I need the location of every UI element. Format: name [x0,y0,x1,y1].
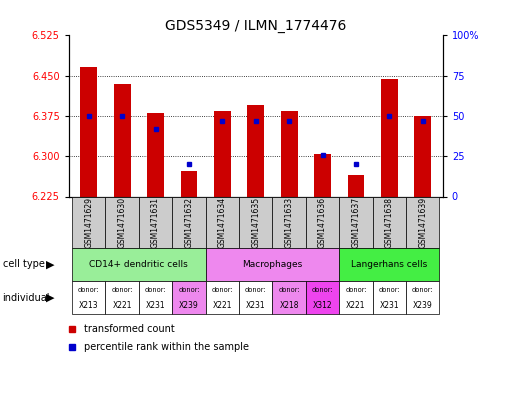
Bar [272,281,306,314]
Bar [373,281,406,314]
Bar [72,248,206,281]
Bar [105,196,139,248]
Bar [206,196,239,248]
Text: GSM1471634: GSM1471634 [218,196,227,248]
Text: Langerhans cells: Langerhans cells [351,260,428,269]
Bar [114,84,130,196]
Text: X239: X239 [179,301,199,310]
Text: Macrophages: Macrophages [242,260,302,269]
Text: donor:: donor: [345,287,367,293]
Bar [105,281,139,314]
Text: GSM1471635: GSM1471635 [251,196,260,248]
Text: GSM1471629: GSM1471629 [84,196,93,248]
Bar [272,196,306,248]
Text: donor:: donor: [178,287,200,293]
Text: X312: X312 [313,301,332,310]
Bar [139,196,172,248]
Text: donor:: donor: [78,287,100,293]
Bar [181,171,197,196]
Title: GDS5349 / ILMN_1774476: GDS5349 / ILMN_1774476 [165,19,347,33]
Text: donor:: donor: [145,287,166,293]
Bar [214,110,231,196]
Text: X221: X221 [112,301,132,310]
Text: donor:: donor: [245,287,267,293]
Text: individual: individual [3,293,50,303]
Text: GSM1471630: GSM1471630 [118,196,127,248]
Text: X221: X221 [346,301,366,310]
Text: GSM1471636: GSM1471636 [318,196,327,248]
Text: GSM1471631: GSM1471631 [151,196,160,248]
Text: X213: X213 [79,301,99,310]
Text: donor:: donor: [379,287,400,293]
Text: ▶: ▶ [46,259,54,269]
Text: donor:: donor: [111,287,133,293]
Bar [72,281,105,314]
Bar [348,175,364,196]
Text: transformed count: transformed count [83,324,175,334]
Text: cell type: cell type [3,259,44,269]
Text: GSM1471633: GSM1471633 [285,196,294,248]
Text: donor:: donor: [212,287,233,293]
Text: GSM1471637: GSM1471637 [352,196,360,248]
Text: X239: X239 [413,301,433,310]
Bar [340,281,373,314]
Bar [314,154,331,196]
Text: X231: X231 [380,301,399,310]
Bar [406,281,439,314]
Bar [373,196,406,248]
Bar [147,113,164,196]
Text: GSM1471638: GSM1471638 [385,196,394,248]
Text: donor:: donor: [412,287,434,293]
Text: X231: X231 [246,301,266,310]
Text: X231: X231 [146,301,165,310]
Text: GSM1471632: GSM1471632 [184,196,193,248]
Bar [72,196,105,248]
Bar [80,66,97,196]
Bar [139,281,172,314]
Bar [206,248,340,281]
Text: CD14+ dendritic cells: CD14+ dendritic cells [90,260,188,269]
Text: percentile rank within the sample: percentile rank within the sample [83,342,249,352]
Bar [306,196,340,248]
Bar [406,196,439,248]
Bar [306,281,340,314]
Text: donor:: donor: [278,287,300,293]
Text: ▶: ▶ [46,293,54,303]
Bar [239,281,272,314]
Bar [247,105,264,196]
Text: X221: X221 [213,301,232,310]
Bar [340,196,373,248]
Bar [381,79,398,196]
Text: GSM1471639: GSM1471639 [418,196,427,248]
Bar [340,248,439,281]
Bar [172,196,206,248]
Bar [414,116,431,196]
Text: X218: X218 [279,301,299,310]
Bar [206,281,239,314]
Bar [239,196,272,248]
Bar [172,281,206,314]
Bar [281,110,298,196]
Text: donor:: donor: [312,287,333,293]
